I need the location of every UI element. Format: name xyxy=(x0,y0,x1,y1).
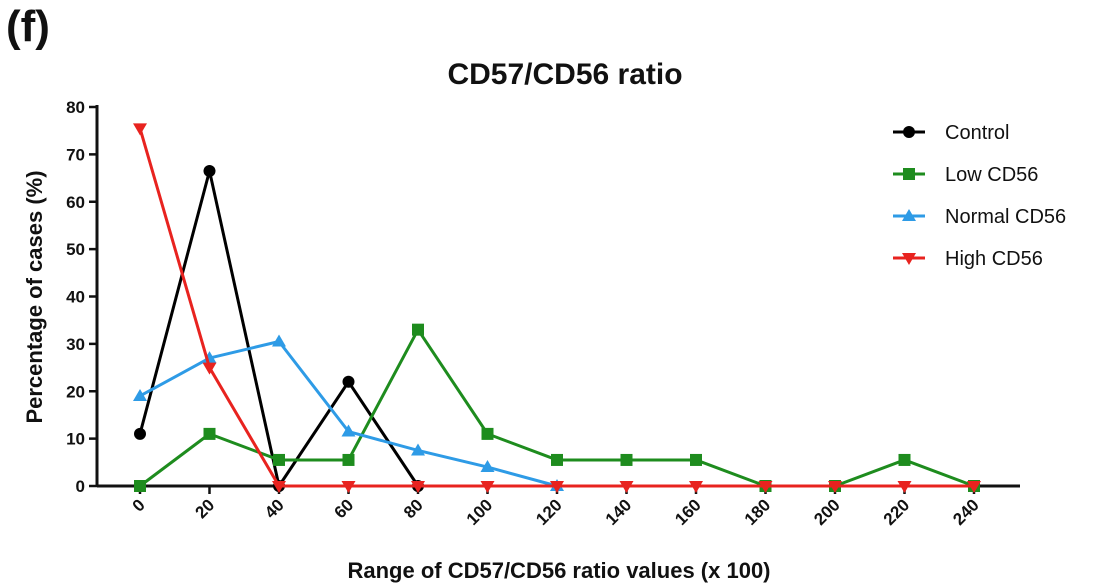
data-point-high-cd56 xyxy=(758,481,773,493)
y-tick-label: 80 xyxy=(66,98,85,117)
y-tick-label: 20 xyxy=(66,382,85,401)
data-point-low-cd56 xyxy=(273,453,285,466)
data-point-high-cd56 xyxy=(550,481,564,493)
legend-marker xyxy=(902,253,916,265)
y-tick-label: 60 xyxy=(66,193,85,212)
data-point-low-cd56 xyxy=(342,453,355,466)
data-point-low-cd56 xyxy=(898,453,911,466)
data-point-low-cd56 xyxy=(203,427,216,440)
data-point-high-cd56 xyxy=(272,481,286,493)
data-point-control xyxy=(342,375,355,388)
x-tick-label: 40 xyxy=(261,495,288,522)
axes: 0 10 20 30 40 50 60 70 80 0 20 40 60 80 100 120 140 160 18… xyxy=(66,98,1020,529)
data-point-low-cd56 xyxy=(412,323,424,336)
x-tick-label: 60 xyxy=(331,495,358,522)
legend-marker xyxy=(903,126,915,138)
data-point-high-cd56 xyxy=(411,481,425,493)
data-point-low-cd56 xyxy=(134,480,146,492)
legend-marker xyxy=(903,168,915,180)
x-tick-label: 240 xyxy=(949,495,982,528)
legend-label: High CD56 xyxy=(945,248,1043,270)
data-point-high-cd56 xyxy=(341,481,356,493)
x-tick-label: 220 xyxy=(880,495,913,528)
y-tick-label: 10 xyxy=(66,430,85,449)
y-tick-label: 70 xyxy=(66,145,85,164)
data-point-low-cd56 xyxy=(481,427,494,440)
data-point-control xyxy=(134,427,146,440)
x-tick-label: 0 xyxy=(129,495,149,515)
x-tick-label: 180 xyxy=(741,495,774,528)
data-point-low-cd56 xyxy=(690,453,702,466)
panel-label: (f) xyxy=(6,2,50,51)
legend: Control Low CD56 Normal CD56 High CD56 xyxy=(893,122,1066,270)
data-point-high-cd56 xyxy=(897,481,912,493)
series-control xyxy=(134,164,424,492)
x-tick-label: 100 xyxy=(463,495,496,528)
x-tick-label: 120 xyxy=(532,495,565,528)
data-point-control xyxy=(203,164,216,177)
legend-item-control: Control xyxy=(893,122,1009,144)
data-point-normal-cd56 xyxy=(480,460,495,473)
legend-label: Normal CD56 xyxy=(945,206,1066,228)
legend-item-low-cd56: Low CD56 xyxy=(893,164,1038,186)
series-high-cd56 xyxy=(133,123,981,493)
data-point-low-cd56 xyxy=(551,453,563,466)
data-point-high-cd56 xyxy=(480,481,495,493)
legend-marker xyxy=(902,209,916,221)
y-tick-label: 50 xyxy=(66,240,85,259)
data-point-normal-cd56 xyxy=(272,334,286,347)
x-axis-label: Range of CD57/CD56 ratio values (x 100) xyxy=(347,558,770,583)
series-layer xyxy=(133,123,981,493)
data-point-low-cd56 xyxy=(620,453,633,466)
x-tick-label: 20 xyxy=(192,495,219,522)
data-point-high-cd56 xyxy=(689,481,703,493)
legend-label: Low CD56 xyxy=(945,164,1038,186)
series-normal-cd56 xyxy=(133,334,564,491)
data-point-high-cd56 xyxy=(619,481,634,493)
series-line-high-cd56 xyxy=(138,127,974,488)
x-tick-label: 200 xyxy=(810,495,843,528)
y-tick-label: 0 xyxy=(76,477,85,496)
chart-title: CD57/CD56 ratio xyxy=(447,58,682,91)
y-tick-label: 40 xyxy=(66,288,85,307)
data-point-high-cd56 xyxy=(967,481,981,493)
y-axis-label: Percentage of cases (%) xyxy=(22,170,47,423)
x-tick-label: 80 xyxy=(400,495,427,522)
legend-label: Control xyxy=(945,122,1009,144)
data-point-normal-cd56 xyxy=(341,424,356,437)
data-point-normal-cd56 xyxy=(133,388,147,401)
data-point-normal-cd56 xyxy=(411,443,425,456)
data-point-high-cd56 xyxy=(202,362,217,375)
x-tick-label: 160 xyxy=(671,495,704,528)
legend-item-normal-cd56: Normal CD56 xyxy=(893,206,1066,228)
legend-item-high-cd56: High CD56 xyxy=(893,248,1043,270)
data-point-high-cd56 xyxy=(828,481,842,493)
x-tick-label: 140 xyxy=(602,495,635,528)
data-point-high-cd56 xyxy=(133,123,147,136)
y-tick-label: 30 xyxy=(66,335,85,354)
